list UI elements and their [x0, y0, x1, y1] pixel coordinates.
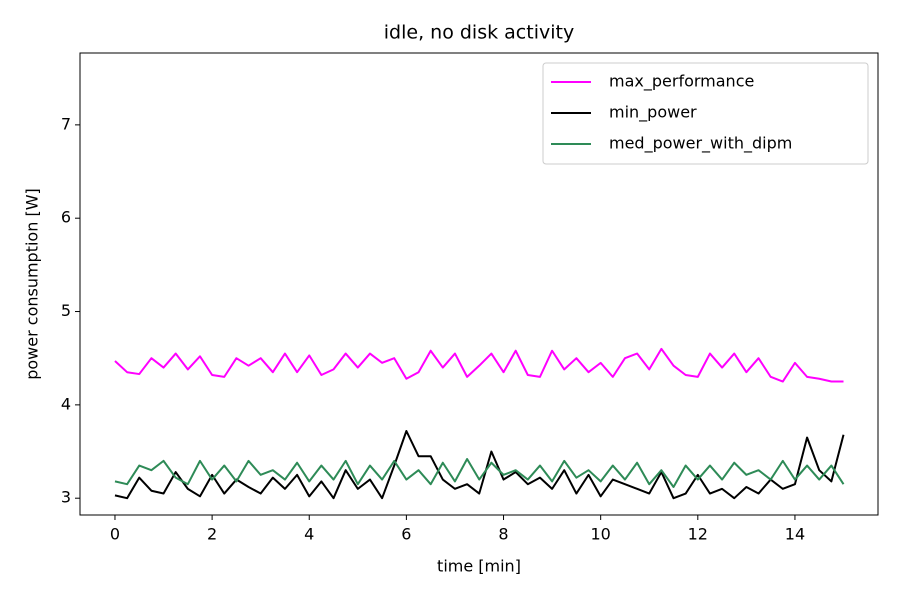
y-axis-label: power consumption [W]: [23, 188, 42, 380]
x-tick-label: 4: [304, 525, 314, 544]
x-tick-label: 0: [110, 525, 120, 544]
x-tick-label: 8: [498, 525, 508, 544]
legend-label: min_power: [609, 103, 697, 123]
x-tick-label: 14: [785, 525, 805, 544]
legend-label: max_performance: [609, 72, 754, 92]
plot-frame: [79, 52, 879, 516]
x-axis-label: time [min]: [437, 557, 521, 576]
y-tick-label: 6: [61, 208, 71, 227]
x-tick-label: 10: [590, 525, 610, 544]
y-tick-label: 5: [61, 301, 71, 320]
y-tick-label: 4: [61, 394, 71, 413]
y-tick-label: 3: [61, 488, 71, 507]
series-line: [114, 458, 845, 488]
chart-title: idle, no disk activity: [384, 22, 574, 44]
x-tick-label: 12: [688, 525, 708, 544]
x-tick-label: 2: [207, 525, 217, 544]
series-line: [114, 347, 844, 383]
y-tick-label: 7: [61, 114, 71, 133]
legend-label: med_power_with_dipm: [609, 134, 792, 154]
x-tick-label: 6: [401, 525, 411, 544]
legend-box: [542, 62, 869, 165]
